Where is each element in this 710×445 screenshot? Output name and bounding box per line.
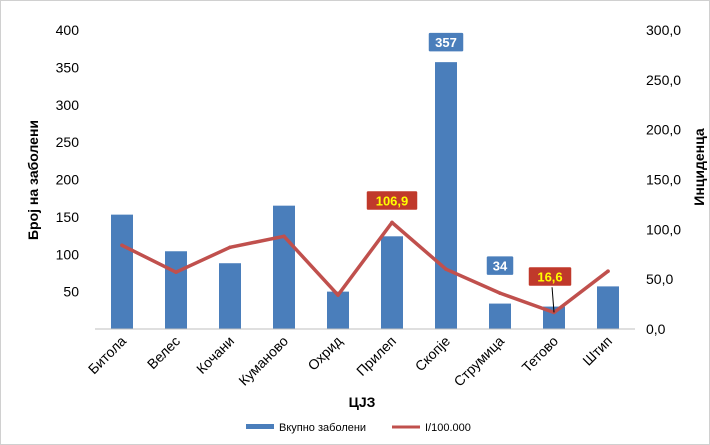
data-label: 357 bbox=[427, 31, 465, 53]
y-tick-label: 300 bbox=[56, 97, 80, 113]
bar-8 bbox=[489, 303, 511, 329]
bar-6 bbox=[381, 236, 403, 329]
line-point-10 bbox=[606, 269, 610, 273]
legend-bar-label: Вкупно заболени bbox=[279, 422, 366, 434]
y2-tick-label: 100,0 bbox=[646, 221, 681, 237]
line-point-6 bbox=[390, 220, 394, 225]
y2-axis-ticks: 0,0 50,0 100,0 150,0 200,0 250,0 300,0 bbox=[646, 22, 681, 337]
bar-5 bbox=[327, 291, 349, 329]
y-axis-ticks: 50 100 150 200 250 300 350 400 bbox=[56, 22, 80, 300]
bar-3 bbox=[219, 263, 241, 329]
line-point-7 bbox=[444, 267, 448, 272]
y2-tick-label: 250,0 bbox=[646, 72, 681, 88]
y-tick-label: 150 bbox=[56, 209, 80, 225]
line-point-4 bbox=[282, 234, 286, 239]
y2-tick-label: 150,0 bbox=[646, 172, 681, 188]
data-labels: 357 34 106,9 16,6 bbox=[365, 31, 573, 313]
y2-axis-title: Инциденца bbox=[691, 128, 707, 206]
y-tick-label: 400 bbox=[56, 22, 80, 38]
data-label-text: 106,9 bbox=[376, 193, 409, 208]
data-label-box bbox=[485, 254, 515, 277]
y-tick-label: 50 bbox=[63, 284, 79, 300]
bar-10 bbox=[597, 286, 619, 329]
data-label: 16,6 bbox=[527, 265, 573, 313]
data-label-text: 34 bbox=[493, 259, 508, 274]
data-label-box bbox=[427, 31, 465, 53]
data-label-box bbox=[527, 265, 573, 288]
data-label-text: 16,6 bbox=[537, 269, 562, 284]
legend-line-label: I/100.000 bbox=[425, 422, 471, 434]
y2-tick-label: 300,0 bbox=[646, 22, 681, 38]
y-tick-label: 350 bbox=[56, 59, 80, 75]
y-tick-label: 250 bbox=[56, 134, 80, 150]
data-label-box bbox=[365, 189, 419, 212]
line-series bbox=[120, 220, 610, 315]
legend: Вкупно заболени I/100.000 bbox=[246, 422, 471, 434]
legend-bar-swatch bbox=[246, 424, 274, 429]
x-axis-title: ЦЈЗ bbox=[349, 394, 376, 410]
bar-4 bbox=[273, 205, 295, 329]
data-label: 34 bbox=[485, 254, 515, 277]
bar-7 bbox=[435, 62, 457, 330]
data-label-text: 357 bbox=[435, 35, 457, 50]
line-point-5 bbox=[336, 293, 340, 297]
line-point-2 bbox=[174, 270, 178, 274]
data-label-leader bbox=[551, 286, 555, 313]
data-label: 106,9 bbox=[365, 189, 419, 212]
y-tick-label: 200 bbox=[56, 172, 80, 188]
line-point-1 bbox=[120, 243, 124, 248]
y2-tick-label: 50,0 bbox=[646, 271, 673, 287]
y2-tick-label: 200,0 bbox=[646, 122, 681, 138]
incidence-line bbox=[120, 220, 610, 315]
bar-2 bbox=[165, 251, 187, 329]
y-axis-title: Број на заболени bbox=[25, 120, 41, 240]
line-point-8 bbox=[498, 291, 502, 295]
y-tick-label: 100 bbox=[56, 246, 80, 262]
line-point-3 bbox=[228, 245, 232, 250]
bar-1 bbox=[111, 214, 133, 329]
y2-tick-label: 0,0 bbox=[646, 321, 666, 337]
